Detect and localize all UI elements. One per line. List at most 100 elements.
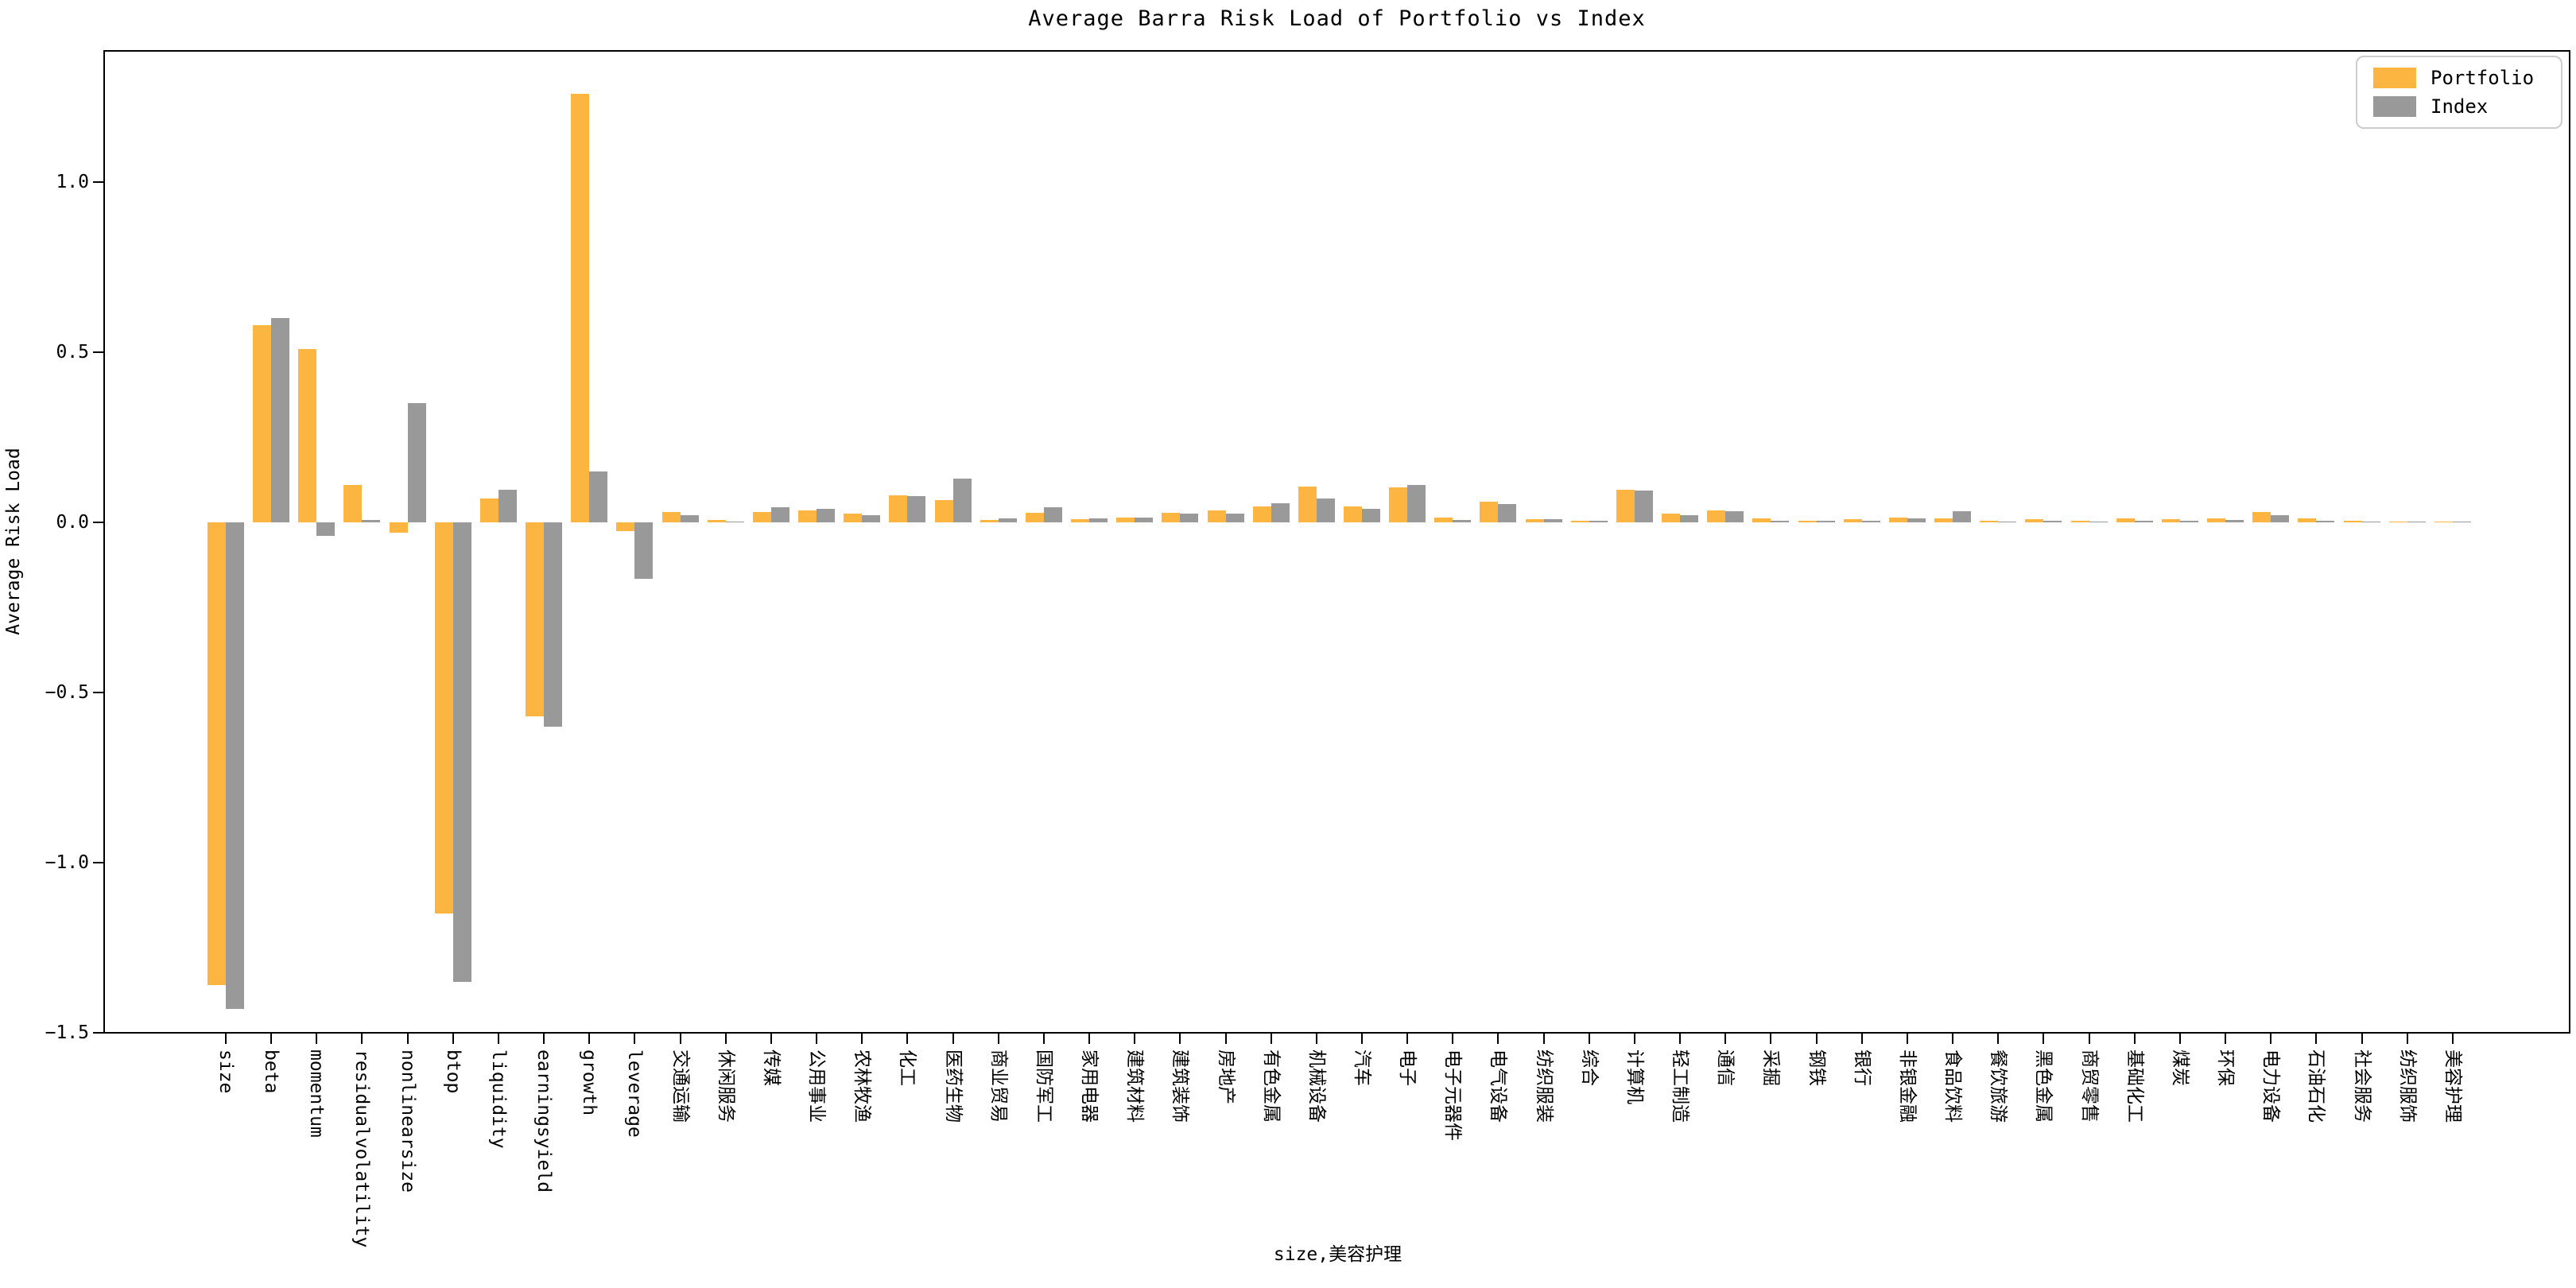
- bar-index: [770, 506, 789, 523]
- x-tick-mark: [1679, 1034, 1682, 1044]
- x-tick-mark: [1406, 1034, 1409, 1044]
- legend-label-portfolio: Portfolio: [2431, 67, 2535, 89]
- x-tick-label: 机械设备: [1305, 1049, 1327, 1123]
- x-tick-label: 建筑材料: [1124, 1049, 1146, 1123]
- bar-portfolio: [1162, 512, 1181, 523]
- x-tick-label: 建筑装饰: [1170, 1049, 1191, 1123]
- bar-index: [862, 514, 881, 523]
- bar-portfolio: [1434, 518, 1453, 523]
- x-tick-label: 基础化工: [2124, 1049, 2145, 1123]
- x-tick-label: 房地产: [1215, 1049, 1236, 1104]
- bar-portfolio: [2207, 518, 2226, 523]
- bar-index: [452, 522, 471, 982]
- x-tick-mark: [1906, 1034, 1908, 1044]
- x-tick-mark: [225, 1034, 227, 1044]
- x-tick-mark: [1497, 1034, 1499, 1044]
- x-tick-label: 医药生物: [942, 1049, 964, 1123]
- x-tick-mark: [1042, 1034, 1045, 1044]
- bar-index: [2271, 515, 2290, 523]
- y-tick-label: −1.5: [45, 1022, 89, 1044]
- x-tick-mark: [361, 1034, 363, 1044]
- x-tick-label: 美容护理: [2442, 1049, 2463, 1123]
- x-tick-mark: [2361, 1034, 2363, 1044]
- bar-index: [1271, 502, 1290, 523]
- bar-portfolio: [389, 522, 408, 533]
- bar-index: [1316, 498, 1335, 523]
- bar-index: [1043, 507, 1062, 523]
- x-tick-label: 采掘: [1760, 1049, 1782, 1086]
- x-tick-mark: [1815, 1034, 1818, 1044]
- x-tick-mark: [2043, 1034, 2045, 1044]
- bar-index: [1453, 519, 1472, 523]
- x-tick-mark: [1179, 1034, 1181, 1044]
- bar-index: [1089, 518, 1108, 523]
- y-tick-label: −0.5: [45, 682, 89, 704]
- bar-portfolio: [1662, 513, 1681, 523]
- chart-title: Average Barra Risk Load of Portfolio vs …: [1028, 6, 1646, 31]
- bar-index: [2407, 521, 2426, 523]
- x-tick-label: momentum: [306, 1049, 328, 1138]
- bar-portfolio: [1525, 519, 1544, 523]
- x-tick-mark: [634, 1034, 636, 1044]
- x-tick-mark: [997, 1034, 999, 1044]
- x-tick-mark: [1315, 1034, 1317, 1044]
- bar-index: [680, 515, 699, 523]
- x-tick-label: 轻工制造: [1670, 1049, 1691, 1123]
- bar-portfolio: [1707, 510, 1726, 523]
- x-tick-label: 银行: [1851, 1049, 1872, 1086]
- x-tick-label: 农林牧渔: [852, 1049, 873, 1123]
- bar-index: [544, 522, 563, 727]
- bar-index: [1589, 520, 1608, 523]
- bar-portfolio: [1752, 518, 1771, 523]
- bar-portfolio: [1888, 518, 1907, 523]
- bar-index: [1680, 514, 1699, 523]
- bar-index: [1907, 518, 1926, 523]
- bar-index: [1634, 490, 1653, 523]
- y-tick-label: 0.0: [56, 512, 89, 533]
- x-tick-label: 电力设备: [2260, 1049, 2282, 1123]
- x-tick-mark: [1997, 1034, 2000, 1044]
- x-tick-label: 休闲服务: [715, 1049, 736, 1123]
- bar-index: [1362, 508, 1380, 523]
- x-tick-mark: [1633, 1034, 1635, 1044]
- bar-portfolio: [1025, 513, 1044, 523]
- x-tick-label: 计算机: [1624, 1049, 1645, 1104]
- bar-portfolio: [2388, 521, 2407, 523]
- y-tick-label: 1.0: [56, 172, 89, 193]
- x-tick-label: 石油石化: [2306, 1049, 2327, 1123]
- bar-portfolio: [798, 510, 817, 523]
- x-axis-label: size,美容护理: [1273, 1244, 1402, 1265]
- x-tick-mark: [1270, 1034, 1272, 1044]
- bar-index: [407, 403, 426, 523]
- bar-portfolio: [479, 499, 499, 523]
- x-tick-label: 电子: [1397, 1049, 1418, 1086]
- y-tick-mark: [93, 181, 103, 184]
- x-tick-mark: [1588, 1034, 1590, 1044]
- y-tick-mark: [93, 351, 103, 354]
- x-tick-mark: [588, 1034, 591, 1044]
- legend-item-portfolio: Portfolio: [2357, 67, 2561, 89]
- x-tick-label: 家用电器: [1079, 1049, 1100, 1123]
- bar-portfolio: [2161, 519, 2180, 523]
- bar-index: [1725, 511, 1744, 523]
- y-tick-mark: [93, 862, 103, 864]
- x-tick-label: 综合: [1578, 1049, 1600, 1086]
- x-tick-mark: [270, 1034, 273, 1044]
- x-tick-label: btop: [442, 1049, 464, 1094]
- x-tick-label: residualvolatility: [351, 1049, 373, 1248]
- bar-index: [1953, 511, 1972, 523]
- bar-portfolio: [2116, 518, 2135, 523]
- bar-portfolio: [1207, 510, 1226, 523]
- x-tick-mark: [906, 1034, 909, 1044]
- bar-portfolio: [844, 513, 863, 523]
- x-tick-label: 通信: [1715, 1049, 1736, 1086]
- x-tick-label: growth: [579, 1049, 600, 1116]
- bar-portfolio: [1980, 521, 1999, 523]
- bar-portfolio: [2252, 512, 2271, 523]
- x-tick-label: 公用事业: [806, 1049, 828, 1123]
- x-tick-mark: [2178, 1034, 2181, 1044]
- bar-index: [2043, 521, 2062, 523]
- legend: Portfolio Index: [2356, 56, 2562, 129]
- bar-portfolio: [889, 495, 908, 523]
- x-tick-label: leverage: [624, 1049, 646, 1138]
